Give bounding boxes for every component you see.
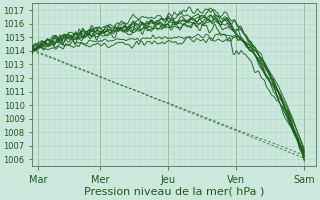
X-axis label: Pression niveau de la mer( hPa ): Pression niveau de la mer( hPa ) — [84, 187, 264, 197]
